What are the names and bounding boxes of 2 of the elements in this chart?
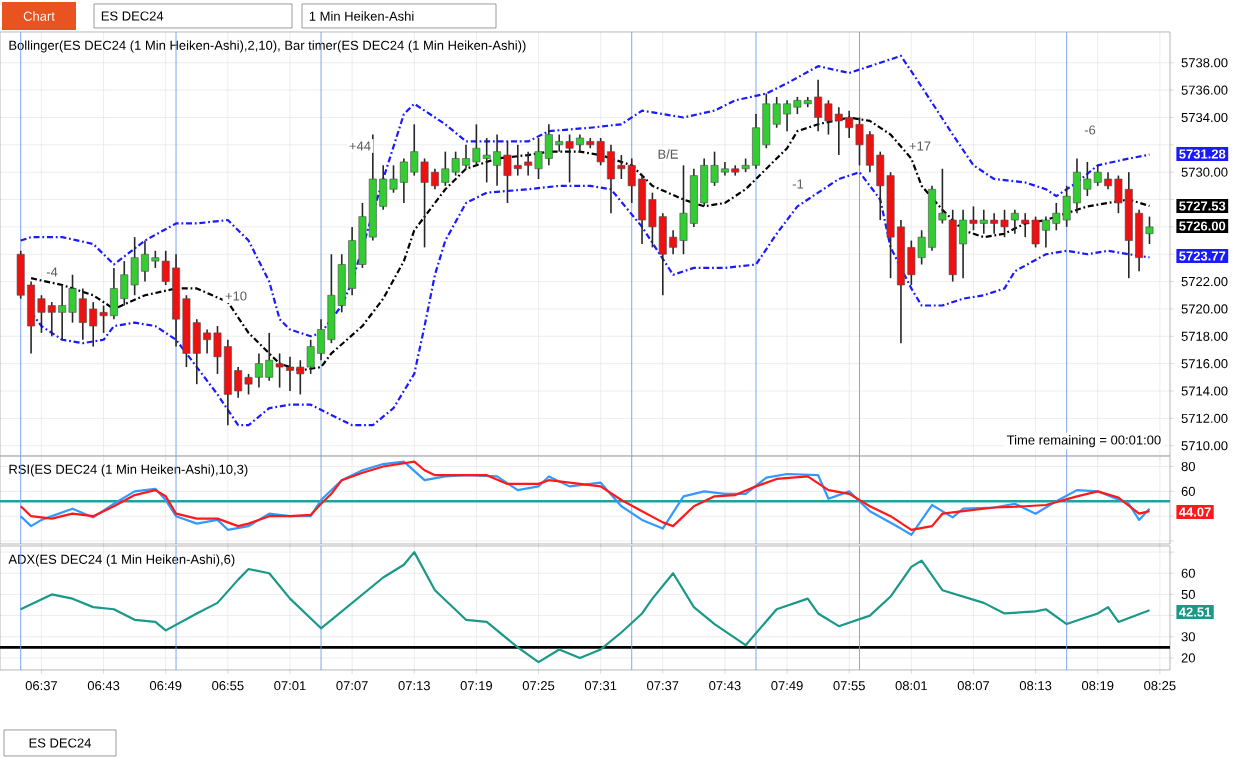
line-series	[29, 116, 1151, 372]
line-series	[29, 171, 1151, 427]
